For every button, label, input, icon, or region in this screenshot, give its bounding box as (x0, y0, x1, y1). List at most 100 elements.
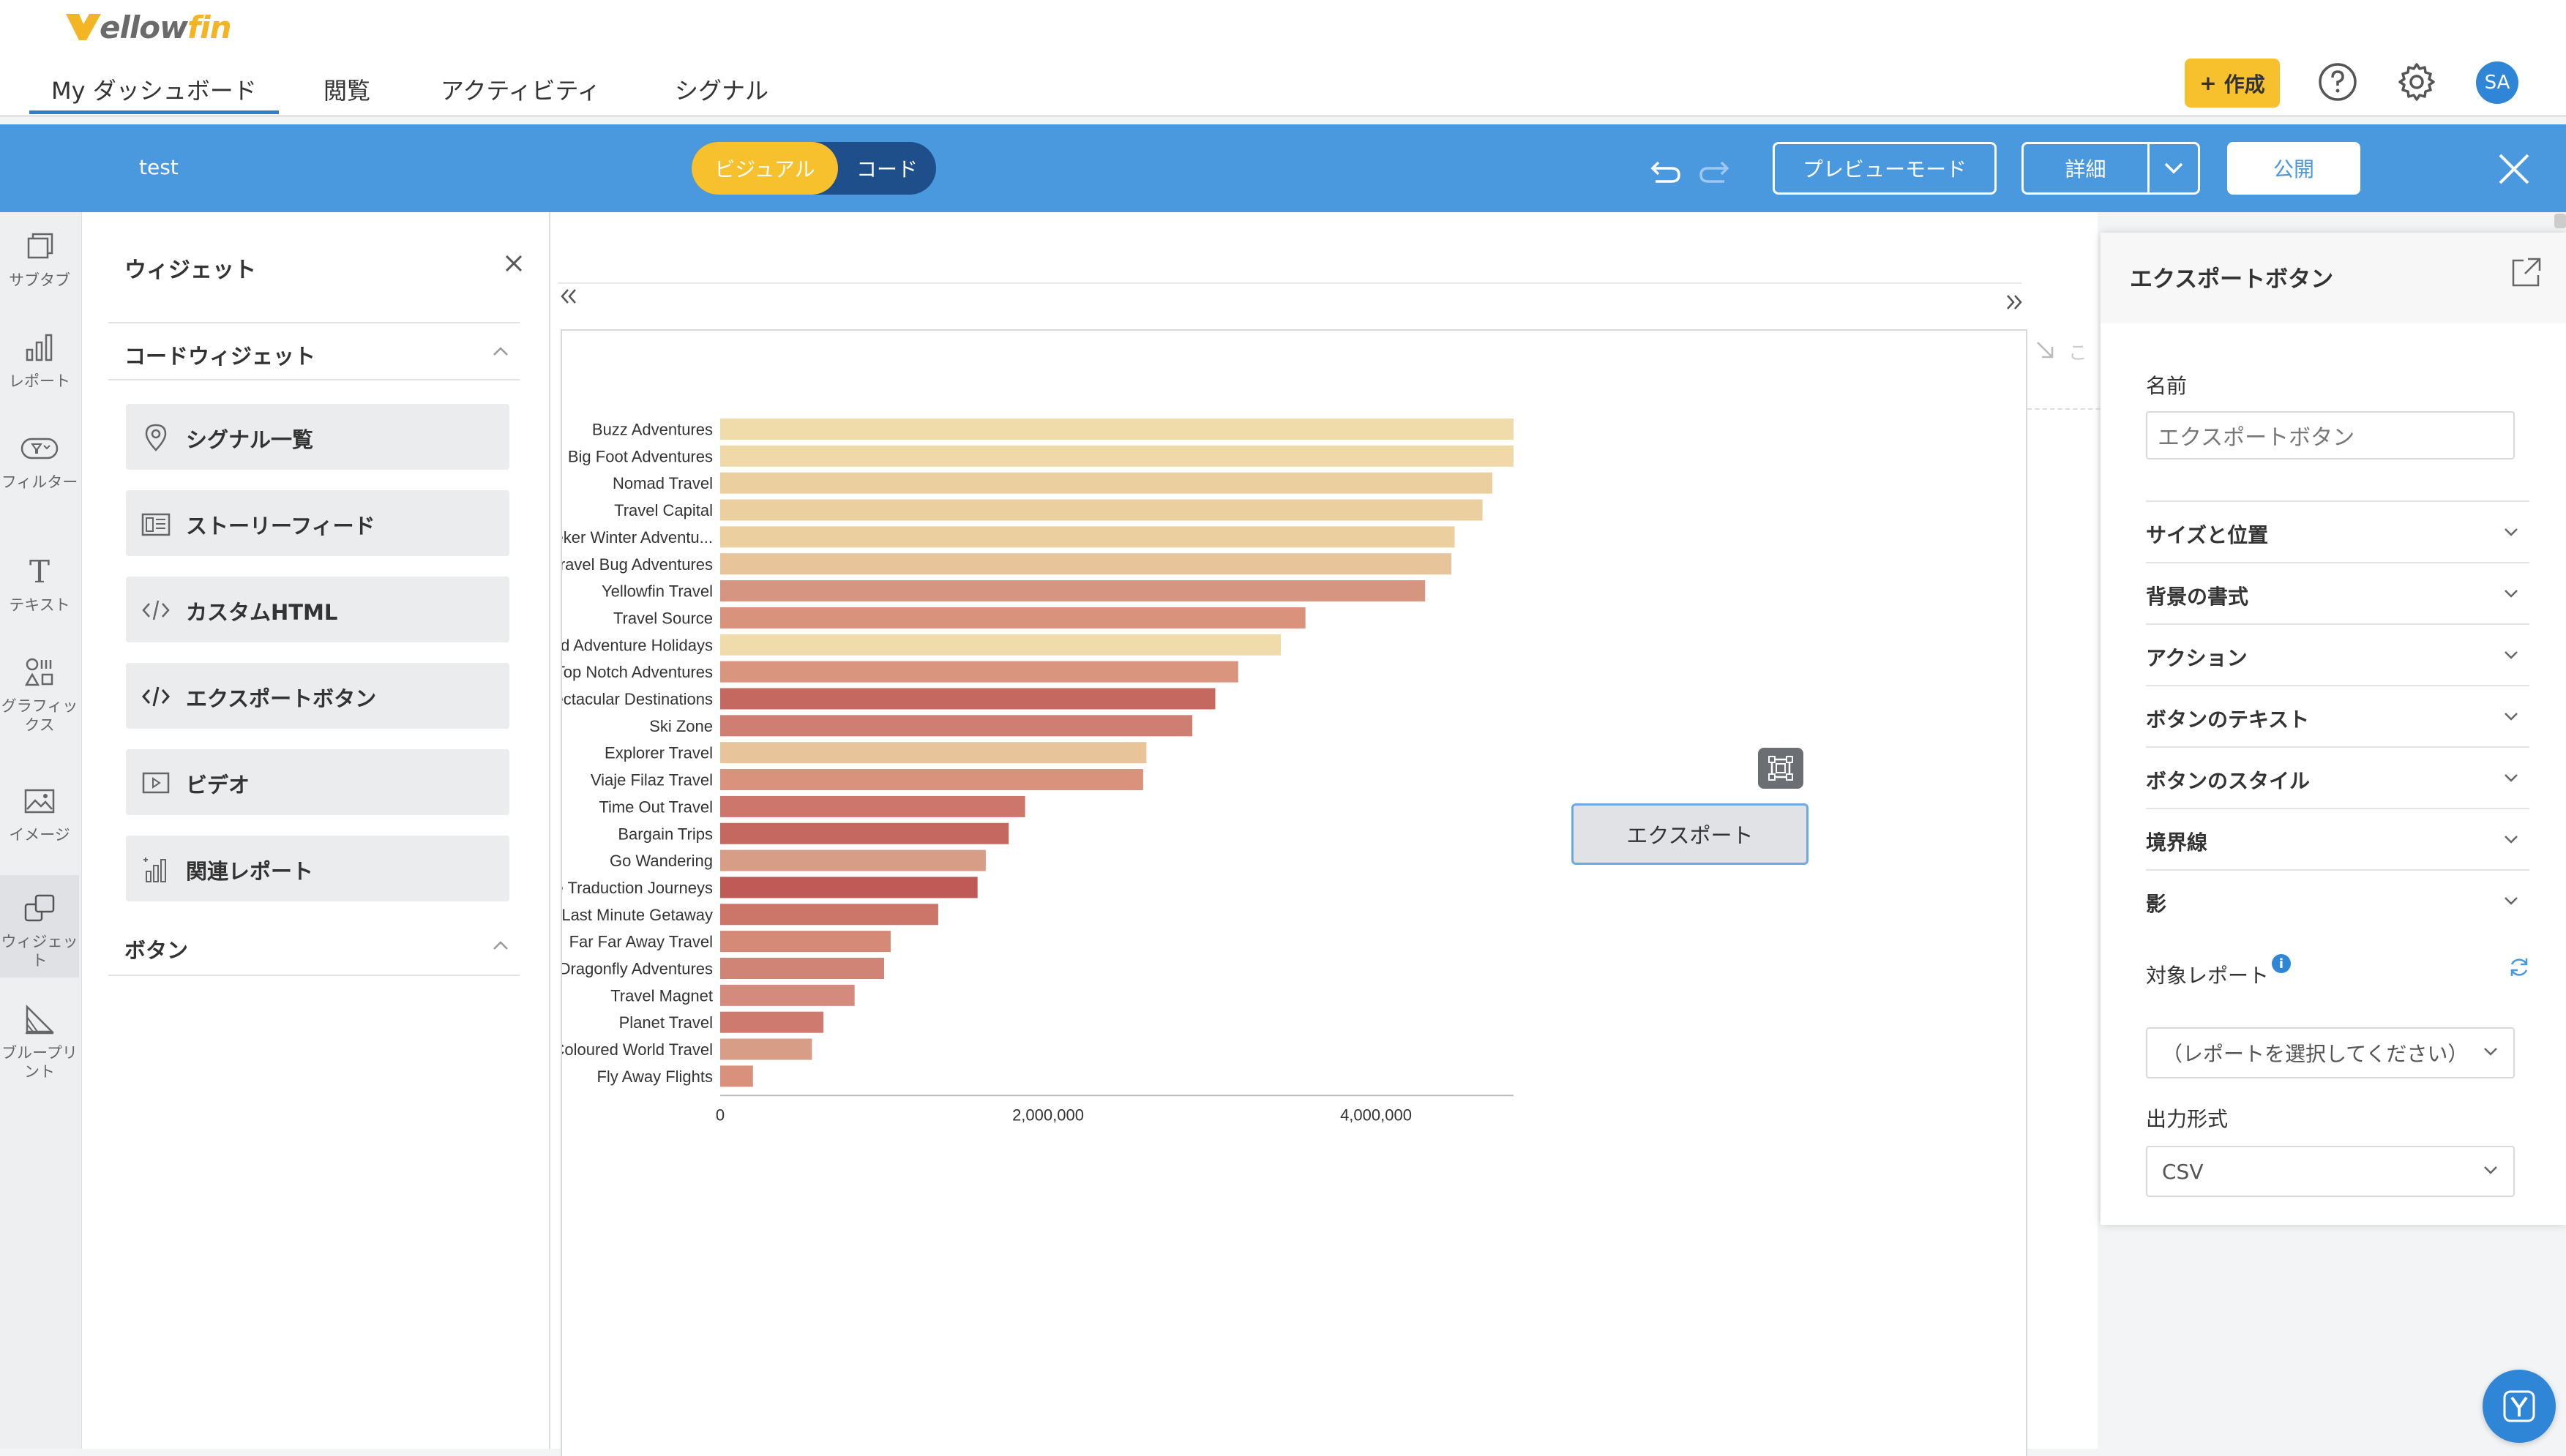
detail-dropdown[interactable]: 詳細 (2021, 142, 2200, 195)
widget-item-video[interactable]: ビデオ (126, 749, 509, 815)
rail-label: ブループリント (1, 1044, 78, 1081)
property-section-title: ボタンのテキスト (2146, 708, 2310, 732)
refresh-icon[interactable] (2507, 956, 2531, 979)
rail-item-graphics[interactable]: グラフィックス (0, 656, 79, 735)
rail-item-widget[interactable]: ウィジェット (0, 875, 79, 977)
bar[interactable] (720, 634, 1282, 656)
tab-signals[interactable]: シグナル (675, 77, 769, 105)
report-icon (26, 334, 53, 361)
scrollbar[interactable] (2554, 214, 2566, 228)
mode-code[interactable]: コード (856, 157, 918, 181)
widget-item-story-feed[interactable]: ストーリーフィード (126, 490, 509, 556)
widget-item-custom-html[interactable]: カスタムHTML (126, 577, 509, 642)
category-label: Planet Travel (619, 1013, 713, 1032)
bar[interactable] (720, 795, 1025, 817)
rail-item-image[interactable]: イメージ (0, 784, 79, 844)
dashboard-canvas[interactable]: Buzz Adventures Big Foot Adventures Nomad … (550, 212, 2108, 1456)
target-report-select[interactable]: （レポートを選択してください） (2146, 1027, 2515, 1078)
publish-button[interactable]: 公開 (2227, 142, 2360, 195)
bar[interactable] (720, 661, 1238, 683)
bar[interactable] (720, 715, 1193, 737)
rail-item-subtab[interactable]: サブタブ (0, 230, 79, 290)
bar[interactable] (720, 526, 1455, 548)
chevron-down-icon[interactable] (2150, 144, 2198, 192)
bar[interactable] (720, 931, 891, 953)
bar[interactable] (720, 958, 884, 979)
avatar[interactable]: SA (2476, 61, 2518, 104)
bar[interactable] (720, 445, 1514, 467)
property-section[interactable]: サイズと位置 (2146, 500, 2529, 562)
bar[interactable] (720, 742, 1147, 764)
info-icon[interactable]: i (2272, 954, 2291, 973)
report-widget[interactable]: Buzz Adventures Big Foot Adventures Nomad … (561, 329, 2027, 1456)
bar[interactable] (720, 499, 1483, 521)
property-section[interactable]: ボタンのスタイル (2146, 746, 2529, 808)
expand-right-icon[interactable] (2003, 291, 2025, 313)
widget-item-label: 関連レポート (186, 859, 314, 884)
category-label: Travel Magnet (610, 986, 713, 1005)
widget-panel: ウィジェット コードウィジェット シグナル一覧 ストーリーフィード カスタムHT… (82, 212, 550, 1449)
bar[interactable] (720, 849, 986, 871)
rail-item-report[interactable]: レポート (0, 331, 79, 391)
preview-mode-button[interactable]: プレビューモード (1773, 142, 1997, 195)
property-section[interactable]: 境界線 (2146, 808, 2529, 869)
button-section[interactable]: ボタン (108, 917, 520, 976)
undo-icon[interactable] (1648, 152, 1683, 187)
code-widget-section[interactable]: コードウィジェット (108, 322, 520, 380)
bar[interactable] (720, 688, 1216, 710)
rail-item-blueprint[interactable]: ブループリント (0, 1002, 79, 1081)
bar[interactable] (720, 769, 1143, 791)
widget-select-handle-icon[interactable] (1758, 748, 1803, 789)
close-icon[interactable] (501, 250, 527, 277)
mode-visual[interactable]: ビジュアル (692, 142, 838, 195)
property-section-title: アクション (2146, 646, 2248, 670)
property-section[interactable]: 影 (2146, 869, 2529, 931)
rail-item-text[interactable]: T テキスト (0, 555, 79, 615)
property-section[interactable]: 背景の書式 (2146, 562, 2529, 623)
bar[interactable] (720, 1038, 812, 1060)
tab-browse[interactable]: 閲覧 (323, 77, 371, 105)
widget-item-related-report[interactable]: 関連レポート (126, 836, 509, 901)
section-title: ボタン (124, 938, 189, 963)
widget-item-export-button[interactable]: エクスポートボタン (126, 663, 509, 729)
bar[interactable] (720, 607, 1306, 628)
collapse-left-icon[interactable] (558, 285, 580, 307)
export-button-widget[interactable]: エクスポート (1571, 803, 1808, 865)
yellowfin-logo[interactable]: ellowfin (63, 4, 232, 50)
bar[interactable] (720, 553, 1452, 575)
chevron-down-icon (2505, 897, 2518, 905)
redo-icon[interactable] (1697, 152, 1732, 187)
create-button[interactable]: + 作成 (2185, 59, 2280, 108)
bar[interactable] (720, 580, 1426, 602)
bar[interactable] (720, 472, 1493, 494)
bar[interactable] (720, 1065, 753, 1087)
mode-toggle[interactable]: ビジュアル コード (692, 142, 936, 195)
section-title: コードウィジェット (124, 344, 316, 369)
widget-item-label: ストーリーフィード (186, 514, 375, 539)
close-icon[interactable] (2496, 151, 2531, 186)
bar[interactable] (720, 904, 938, 926)
name-field[interactable] (2146, 411, 2515, 459)
bar[interactable] (720, 419, 1514, 440)
yellowfin-assistant-button[interactable] (2483, 1370, 2556, 1443)
property-section[interactable]: ボタンのテキスト (2146, 685, 2529, 746)
widget-icon (24, 894, 55, 922)
property-section[interactable]: アクション (2146, 623, 2529, 685)
filter-icon (20, 438, 59, 459)
bar[interactable] (720, 984, 855, 1006)
bar[interactable] (720, 822, 1009, 844)
tab-activity[interactable]: アクティビティ (441, 77, 601, 105)
subtab-icon (27, 233, 53, 259)
bar[interactable] (720, 1011, 824, 1033)
popout-icon[interactable] (2509, 255, 2544, 290)
output-format-select[interactable]: CSV (2146, 1146, 2515, 1197)
tab-my-dashboard[interactable]: My ダッシュボード (29, 70, 279, 114)
bar[interactable] (720, 877, 978, 898)
widget-item-signal-list[interactable]: シグナル一覧 (126, 404, 509, 470)
dashboard-title[interactable]: test (139, 155, 179, 179)
yellowfin-y-icon (2503, 1390, 2535, 1422)
rail-item-filter[interactable]: フィルター (0, 432, 79, 492)
detail-button[interactable]: 詳細 (2024, 144, 2150, 192)
help-icon[interactable] (2317, 61, 2358, 102)
gear-icon[interactable] (2396, 61, 2437, 102)
